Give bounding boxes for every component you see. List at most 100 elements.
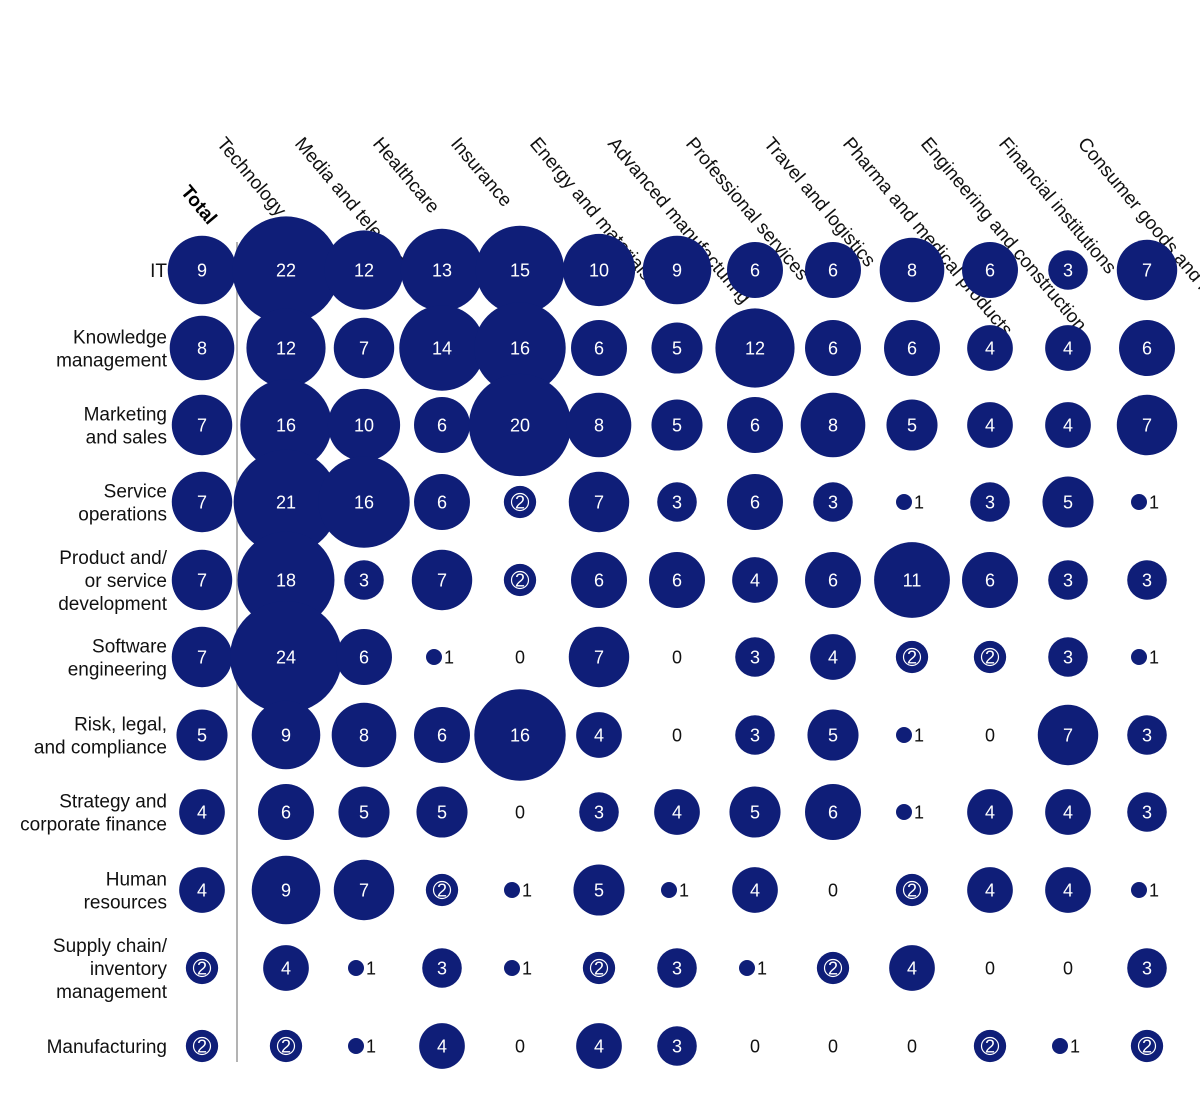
bubble [889,945,935,991]
cell-r10-c9: 2 [973,1029,1007,1063]
value-label: 9 [197,261,207,281]
cell-total-row-10: 2 [185,1029,219,1063]
value-label: 6 [594,339,604,359]
col-label-8: Pharma and medical products [838,134,1016,341]
cell-r6-c9: 0 [985,726,995,746]
bubble [649,552,705,608]
bubble-ring [980,647,1000,667]
cell-r7-c11: 3 [1127,792,1167,832]
bubble [573,864,625,916]
row-label-line: Marketing [84,405,167,426]
cell-r8-c4: 5 [573,864,625,916]
cell-r1-c0: 12 [246,308,326,388]
cell-r6-c3: 16 [474,689,566,781]
bubble-ring [510,492,530,512]
bubble [727,242,783,298]
cell-r2-c5: 5 [651,399,703,451]
row-label-line: Software [92,637,167,658]
cell-r5-c5: 0 [672,648,682,668]
value-label: 16 [510,726,530,746]
value-label: 5 [359,803,369,823]
value-label: 7 [1142,416,1152,436]
value-label: 0 [515,648,525,668]
bubble [805,320,861,376]
bubble [426,649,442,665]
cell-r6-c11: 3 [1127,715,1167,755]
bubble [816,951,850,985]
cell-total-row-7: 4 [179,789,225,835]
cell-r10-c3: 0 [515,1037,525,1057]
value-label: 0 [828,1037,838,1057]
cell-r5-c0: 24 [230,601,342,713]
bubble [425,873,459,907]
bubble [176,709,228,761]
value-label: 5 [197,726,207,746]
value-label: 2 [515,493,525,513]
value-label: 3 [1142,959,1152,979]
cell-r0-c1: 12 [324,230,404,310]
bubble [732,867,778,913]
bubble [504,960,520,976]
cell-r8-c7: 0 [828,881,838,901]
value-label: 8 [197,339,207,359]
cell-r5-c9: 2 [973,640,1007,674]
value-label: 0 [672,648,682,668]
bubble [246,308,326,388]
bubble [327,388,401,462]
cell-total-row-6: 5 [176,709,228,761]
bubble [504,882,520,898]
value-label: 16 [510,339,530,359]
bubble [230,601,342,713]
value-label: 7 [359,881,369,901]
cell-r8-c3: 1 [504,881,532,901]
bubble [735,637,775,677]
value-label: 4 [594,1037,604,1057]
cell-r5-c4: 7 [568,626,630,688]
bubble [896,727,912,743]
value-label: 6 [828,339,838,359]
bubble [1131,649,1147,665]
bubble [727,397,783,453]
bubble [715,308,795,388]
bubble [970,482,1010,522]
cell-r7-c10: 4 [1045,789,1091,835]
bubble [474,302,566,394]
cell-r0-c3: 15 [475,225,565,315]
value-label: 2 [907,881,917,901]
value-label: 9 [672,261,682,281]
value-label: 4 [1063,881,1073,901]
cell-r2-c10: 4 [1045,402,1091,448]
bubble [807,709,859,761]
cell-r0-c5: 9 [642,235,712,305]
bubble [732,557,778,603]
bubble [331,702,397,768]
row-label-5: Software engineering [68,637,167,681]
bubble [1045,402,1091,448]
cell-r7-c4: 3 [579,792,619,832]
value-label: 3 [1063,648,1073,668]
row-label-line: or service [85,571,167,592]
row-label-7: Strategy and corporate finance [20,792,167,836]
value-label: 7 [197,571,207,591]
bubble [1048,637,1088,677]
value-label: 3 [750,726,760,746]
value-label: 7 [197,648,207,668]
col-label-9: Engineering and construction [916,134,1090,336]
value-label: 7 [197,416,207,436]
cell-total-row-3: 7 [171,471,233,533]
cell-r0-c8: 8 [879,237,945,303]
cell-r4-c4: 6 [571,552,627,608]
cell-r2-c9: 4 [967,402,1013,448]
bubble [1048,250,1088,290]
cell-r3-c8: 1 [896,493,924,513]
value-label: 7 [1063,726,1073,746]
bubble [1037,704,1099,766]
cell-r9-c2: 3 [422,948,462,988]
bubble-ring [902,647,922,667]
cell-r0-c6: 6 [727,242,783,298]
cell-r8-c6: 4 [732,867,778,913]
value-label: 1 [1149,648,1159,668]
row-label-line: and sales [86,428,167,449]
col-label-2: Healthcare [368,134,443,218]
